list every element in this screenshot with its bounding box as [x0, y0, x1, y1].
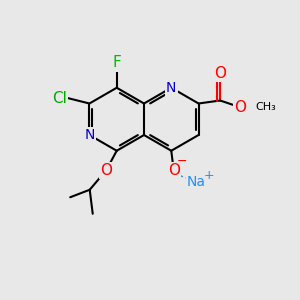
Text: +: +	[203, 169, 214, 182]
Text: O: O	[168, 163, 180, 178]
Text: O: O	[100, 163, 112, 178]
Text: N: N	[84, 128, 94, 142]
Text: O: O	[214, 66, 226, 81]
Text: N: N	[166, 81, 176, 95]
Text: Cl: Cl	[52, 91, 67, 106]
Text: F: F	[112, 55, 121, 70]
Text: −: −	[177, 155, 187, 168]
Text: Na: Na	[187, 175, 206, 189]
Text: CH₃: CH₃	[255, 102, 276, 112]
Text: O: O	[235, 100, 247, 115]
